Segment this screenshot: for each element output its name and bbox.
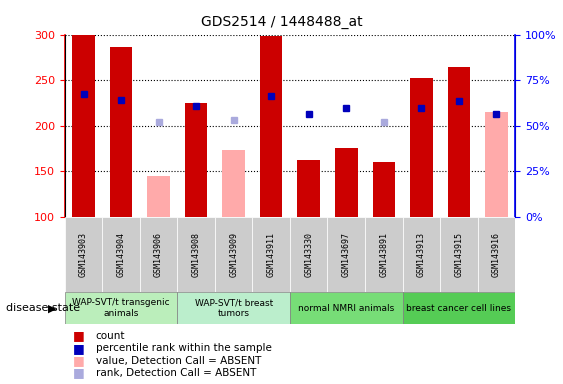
Bar [177,292,290,324]
Bar [110,47,132,217]
Bar [373,162,395,217]
Text: GSM143891: GSM143891 [379,232,388,277]
Bar [335,148,358,217]
Text: WAP-SVT/t transgenic
animals: WAP-SVT/t transgenic animals [72,298,170,318]
Text: ▶: ▶ [48,303,56,313]
Bar [440,217,477,292]
Bar [365,217,403,292]
Bar [290,217,328,292]
Text: disease state: disease state [6,303,80,313]
Bar [72,35,95,217]
Bar [65,292,177,324]
Text: GSM143906: GSM143906 [154,232,163,277]
Bar [215,217,252,292]
Text: GSM143915: GSM143915 [454,232,463,277]
Text: ■: ■ [73,329,85,343]
Bar [148,176,170,217]
Text: GDS2514 / 1448488_at: GDS2514 / 1448488_at [200,15,363,29]
Text: breast cancer cell lines: breast cancer cell lines [406,304,511,313]
Text: normal NMRI animals: normal NMRI animals [298,304,394,313]
Text: percentile rank within the sample: percentile rank within the sample [96,343,271,353]
Text: GSM143911: GSM143911 [267,232,276,277]
Bar [222,151,245,217]
Bar [177,217,215,292]
Text: GSM143909: GSM143909 [229,232,238,277]
Bar [260,36,283,217]
Bar [403,292,515,324]
Bar [185,103,207,217]
Text: ■: ■ [73,366,85,379]
Bar [65,217,102,292]
Text: GSM143697: GSM143697 [342,232,351,277]
Text: GSM143904: GSM143904 [117,232,126,277]
Text: GSM143913: GSM143913 [417,232,426,277]
Text: WAP-SVT/t breast
tumors: WAP-SVT/t breast tumors [195,298,272,318]
Bar [485,112,508,217]
Text: ■: ■ [73,354,85,367]
Text: value, Detection Call = ABSENT: value, Detection Call = ABSENT [96,356,261,366]
Bar [328,217,365,292]
Bar [102,217,140,292]
Bar [410,78,432,217]
Text: GSM143903: GSM143903 [79,232,88,277]
Bar [290,292,403,324]
Text: rank, Detection Call = ABSENT: rank, Detection Call = ABSENT [96,368,256,378]
Bar [403,217,440,292]
Bar [297,161,320,217]
Bar [448,68,470,217]
Bar [252,217,290,292]
Text: GSM143916: GSM143916 [492,232,501,277]
Bar [140,217,177,292]
Text: count: count [96,331,125,341]
Text: GSM143908: GSM143908 [191,232,200,277]
Bar [477,217,515,292]
Text: GSM143330: GSM143330 [304,232,313,277]
Text: ■: ■ [73,342,85,355]
